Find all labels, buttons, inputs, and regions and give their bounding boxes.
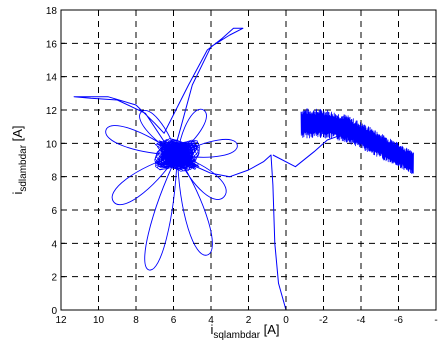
y-axis-title: isdlambdar [A] (10, 125, 29, 194)
x-tick-label: - (434, 315, 437, 326)
tick-marks (60, 9, 437, 311)
y-tick-label: 12 (46, 106, 58, 117)
y-tick-label: 10 (46, 139, 58, 150)
trajectory-loop (105, 125, 178, 156)
trajectory-loop (144, 154, 178, 271)
trajectory-plot (73, 27, 414, 311)
x-axis-labels: 12 10 8 6 4 2 0 -2 -4 -6 - (55, 315, 437, 326)
x-tick-label: -2 (319, 315, 328, 326)
trajectory-loop (177, 139, 238, 158)
y-tick-label: 16 (46, 39, 58, 50)
trajectory-loop (176, 154, 213, 256)
oscillation-cluster (154, 138, 201, 172)
y-tick-label: 18 (46, 6, 58, 17)
x-axis-title: isqlambdar [A] (210, 322, 279, 341)
y-tick-label: 2 (51, 273, 57, 284)
trajectory-path (73, 27, 287, 311)
oscillation-band (300, 108, 414, 174)
y-tick-label: 0 (51, 306, 57, 317)
trajectory-loop (176, 108, 207, 156)
x-tick-label: 4 (208, 315, 214, 326)
x-tick-label: 2 (246, 315, 252, 326)
trajectory-loop (176, 154, 227, 200)
x-tick-label: 8 (133, 315, 139, 326)
connector-path (272, 132, 414, 168)
y-tick-label: 4 (51, 239, 57, 250)
y-tick-label: 14 (46, 73, 58, 84)
x-tick-label: 0 (283, 315, 289, 326)
x-tick-label: 6 (171, 315, 177, 326)
y-tick-label: 6 (51, 206, 57, 217)
x-tick-label: 10 (93, 315, 105, 326)
x-tick-label: -4 (357, 315, 366, 326)
x-tick-label: -6 (394, 315, 403, 326)
trajectory-loop (111, 154, 178, 206)
x-tick-label: 12 (55, 315, 67, 326)
trajectory-loop (139, 110, 178, 156)
y-tick-label: 8 (51, 173, 57, 184)
y-axis-labels: 0 2 4 6 8 10 12 14 16 18 (46, 6, 58, 317)
grid-lines (61, 10, 436, 310)
